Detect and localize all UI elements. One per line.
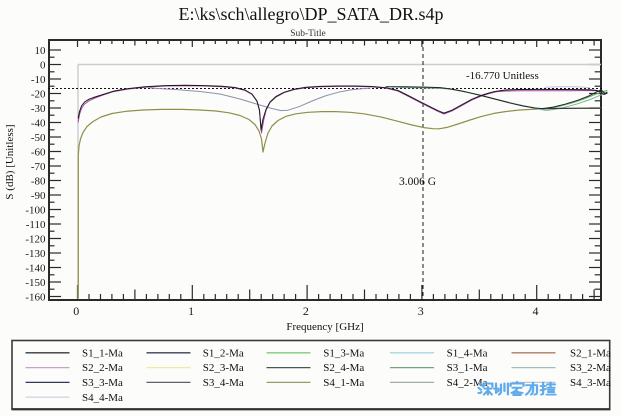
svg-text:E:\ks\sch\allegro\DP_SATA_DR.s: E:\ks\sch\allegro\DP_SATA_DR.s4p	[178, 4, 443, 24]
svg-text:3: 3	[418, 304, 424, 318]
svg-text:10: 10	[35, 45, 47, 57]
svg-text:-60: -60	[31, 146, 46, 158]
svg-text:S1_4-Ma: S1_4-Ma	[447, 347, 488, 359]
svg-text:1: 1	[188, 304, 194, 318]
svg-text:4: 4	[533, 304, 539, 318]
svg-text:-160: -160	[25, 291, 46, 303]
svg-text:S4_3-Ma: S4_3-Ma	[570, 377, 611, 389]
svg-text:2: 2	[303, 304, 309, 318]
svg-text:-110: -110	[26, 219, 46, 231]
svg-text:3.006 G: 3.006 G	[399, 176, 436, 188]
svg-text:S4_1-Ma: S4_1-Ma	[323, 377, 364, 389]
svg-text:-120: -120	[25, 233, 46, 245]
svg-text:-140: -140	[25, 262, 46, 274]
svg-text:S3_2-Ma: S3_2-Ma	[570, 362, 611, 374]
svg-text:-150: -150	[25, 277, 46, 289]
svg-text:Frequency [GHz]: Frequency [GHz]	[286, 321, 363, 333]
svg-text:S1_1-Ma: S1_1-Ma	[82, 347, 123, 359]
svg-text:-16.770 Unitless: -16.770 Unitless	[466, 70, 539, 82]
svg-text:0: 0	[40, 59, 46, 71]
svg-text:0: 0	[73, 304, 79, 318]
svg-text:-40: -40	[31, 117, 46, 129]
svg-text:-100: -100	[25, 204, 46, 216]
svg-text:-10: -10	[31, 74, 46, 86]
svg-text:S3_1-Ma: S3_1-Ma	[447, 362, 488, 374]
svg-text:S2_3-Ma: S2_3-Ma	[203, 362, 244, 374]
svg-text:S4_4-Ma: S4_4-Ma	[82, 392, 123, 404]
svg-text:-80: -80	[31, 175, 46, 187]
svg-text:-30: -30	[31, 103, 46, 115]
svg-text:S2_1-Ma: S2_1-Ma	[570, 347, 611, 359]
svg-text:-70: -70	[31, 161, 46, 173]
svg-text:S3_3-Ma: S3_3-Ma	[82, 377, 123, 389]
svg-text:-20: -20	[31, 88, 46, 100]
svg-text:S2_2-Ma: S2_2-Ma	[82, 362, 123, 374]
svg-text:Sub-Title: Sub-Title	[290, 29, 326, 39]
svg-text:S1_3-Ma: S1_3-Ma	[323, 347, 364, 359]
svg-text:S4_2-Ma: S4_2-Ma	[447, 377, 488, 389]
svg-text:-130: -130	[25, 248, 46, 260]
svg-text:S2_4-Ma: S2_4-Ma	[323, 362, 364, 374]
svg-text:-90: -90	[31, 190, 46, 202]
svg-text:S (dB) [Unitless]: S (dB) [Unitless]	[4, 124, 16, 199]
svg-text:S3_4-Ma: S3_4-Ma	[203, 377, 244, 389]
svg-text:-50: -50	[31, 132, 46, 144]
svg-text:S1_2-Ma: S1_2-Ma	[203, 347, 244, 359]
